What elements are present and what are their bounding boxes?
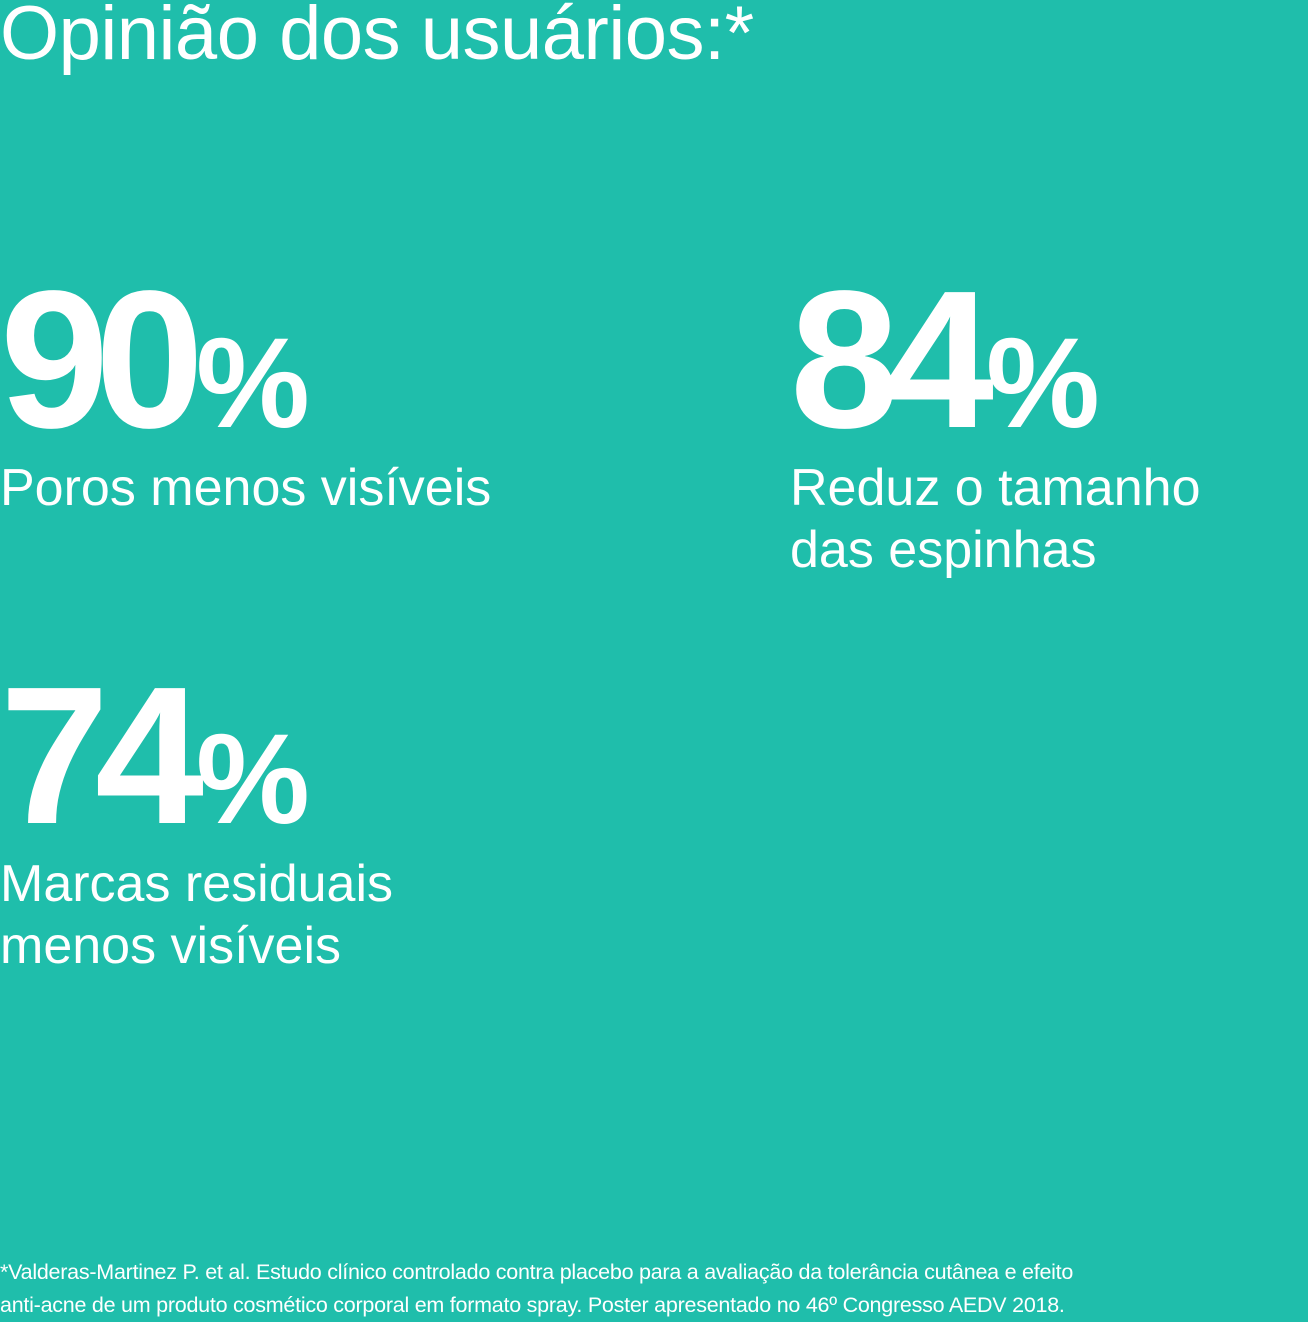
- stat-label-line: Reduz o tamanho: [790, 458, 1201, 517]
- stat-percentage: 74 %: [0, 646, 393, 865]
- stat-label-line: Marcas residuais: [0, 854, 394, 913]
- stat-value: 84: [790, 250, 994, 469]
- page-title: Opinião dos usuários:*: [0, 0, 754, 76]
- stat-value: 74: [0, 646, 204, 865]
- stat-label-line: Poros menos visíveis: [0, 458, 492, 517]
- stat-label: Poros menos visíveis: [0, 457, 491, 519]
- stat-percentage: 90 %: [0, 250, 491, 469]
- stat-label-line: menos visíveis: [0, 916, 341, 975]
- stat-pimples: 84 % Reduz o tamanho das espinhas: [790, 250, 1201, 581]
- percent-sign: %: [986, 312, 1100, 455]
- stat-label: Marcas residuais menos visíveis: [0, 853, 393, 977]
- percent-sign: %: [196, 708, 310, 851]
- footnote-line: *Valderas-Martinez P. et al. Estudo clín…: [0, 1260, 1074, 1284]
- footnote-line: anti-acne de um produto cosmético corpor…: [0, 1293, 1065, 1317]
- stat-pores: 90 % Poros menos visíveis: [0, 250, 491, 519]
- stat-percentage: 84 %: [790, 250, 1201, 469]
- stat-label-line: das espinhas: [790, 520, 1097, 579]
- stat-value: 90: [0, 250, 204, 469]
- footnote: *Valderas-Martinez P. et al. Estudo clín…: [0, 1256, 1308, 1322]
- stat-label: Reduz o tamanho das espinhas: [790, 457, 1201, 581]
- stat-marks: 74 % Marcas residuais menos visíveis: [0, 646, 393, 977]
- percent-sign: %: [196, 312, 310, 455]
